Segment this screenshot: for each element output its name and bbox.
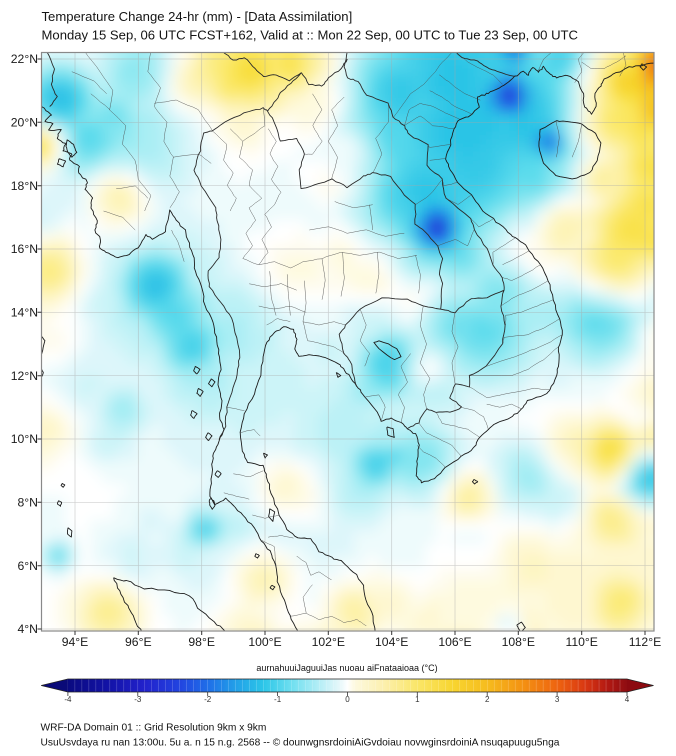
svg-text:10°N: 10°N [11,432,38,446]
svg-text:96°E: 96°E [125,635,152,649]
svg-text:98°E: 98°E [188,635,215,649]
svg-text:-4: -4 [64,695,72,704]
svg-text:112°E: 112°E [629,635,661,649]
svg-text:aurnahuuiJaguuiJas nuoau aiFna: aurnahuuiJaguuiJas nuoau aiFnataaioaa (°… [256,663,437,673]
svg-text:100°E: 100°E [248,635,281,649]
svg-text:3: 3 [555,695,560,704]
svg-text:0: 0 [345,695,350,704]
svg-text:4°N: 4°N [18,622,38,636]
svg-text:22°N: 22°N [11,52,38,66]
svg-text:102°E: 102°E [312,635,345,649]
svg-text:110°E: 110°E [565,635,597,649]
svg-text:18°N: 18°N [11,179,38,193]
svg-text:20°N: 20°N [11,116,38,130]
svg-text:104°E: 104°E [375,635,408,649]
svg-text:12°N: 12°N [11,369,38,383]
svg-text:UsuUsvdaya ru nan 13:00u. 5u a: UsuUsvdaya ru nan 13:00u. 5u a. n 15 n.g… [41,738,560,749]
svg-text:6°N: 6°N [18,559,38,573]
svg-text:4: 4 [625,695,630,704]
svg-text:WRF-DA Domain 01 :: Grid Resol: WRF-DA Domain 01 :: Grid Resolution 9km … [41,723,267,734]
svg-text:108°E: 108°E [502,635,535,649]
svg-text:16°N: 16°N [11,242,38,256]
svg-text:-3: -3 [134,695,142,704]
svg-text:Monday 15 Sep, 06 UTC FCST+162: Monday 15 Sep, 06 UTC FCST+162, Valid at… [42,27,579,42]
svg-text:8°N: 8°N [18,496,38,510]
svg-text:-2: -2 [204,695,212,704]
svg-text:106°E: 106°E [438,635,471,649]
svg-text:Temperature Change 24-hr (mm): Temperature Change 24-hr (mm) - [Data As… [42,9,353,24]
svg-text:-1: -1 [274,695,282,704]
svg-text:1: 1 [415,695,420,704]
svg-text:94°E: 94°E [62,635,89,649]
svg-text:2: 2 [485,695,490,704]
svg-text:14°N: 14°N [11,306,38,320]
